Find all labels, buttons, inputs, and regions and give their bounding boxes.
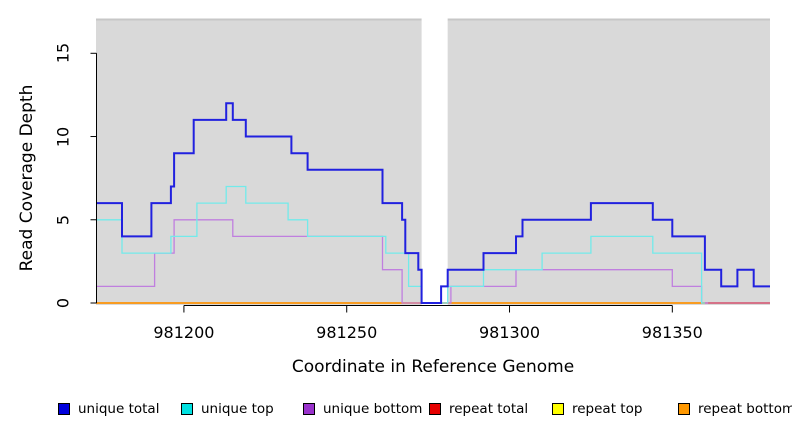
x-tick-label-981300: 981300: [478, 323, 541, 342]
y-tick-label-15: 15: [53, 43, 73, 64]
x-tick-label-981200: 981200: [153, 323, 215, 342]
y-tick-label-10: 10: [53, 126, 73, 147]
x-tick-label-981250: 981250: [316, 323, 378, 342]
x-tick-label-981350: 981350: [641, 323, 703, 342]
x-axis-title: Coordinate in Reference Genome: [291, 357, 575, 377]
y-tick-label-0: 0: [53, 297, 73, 309]
y-tick-label-5: 5: [53, 214, 73, 225]
y-axis-title: Read Coverage Depth: [17, 84, 37, 272]
